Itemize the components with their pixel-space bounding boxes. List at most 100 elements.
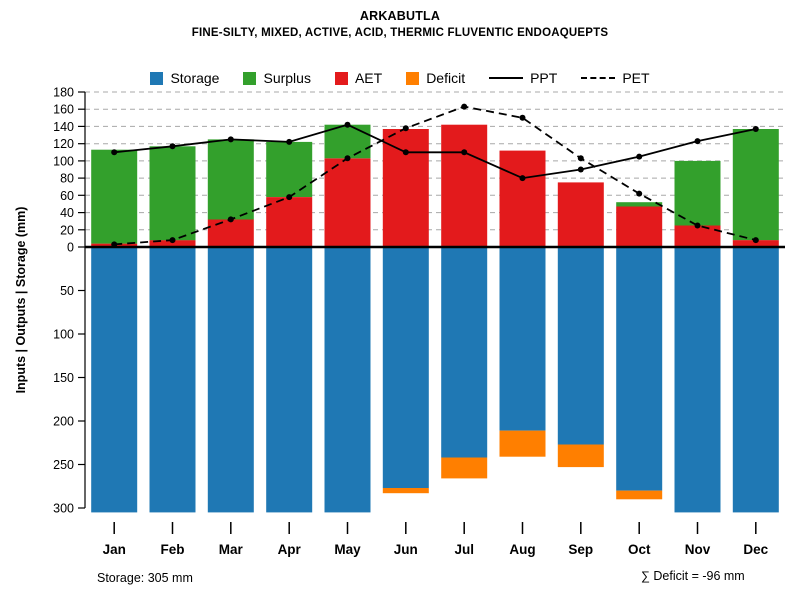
bar-surplus-feb <box>149 146 196 241</box>
y-tick-label-60: 60 <box>60 189 74 203</box>
pet-point-feb <box>169 237 176 244</box>
pet-point-jul <box>461 103 468 110</box>
y-tick-label-200: 200 <box>53 415 74 429</box>
pet-point-jan <box>111 241 118 248</box>
ppt-point-dec <box>752 126 759 132</box>
legend-item-pet: PET <box>581 70 650 86</box>
x-label-jun: Jun <box>394 542 418 557</box>
x-label-apr: Apr <box>278 542 302 557</box>
y-tick-label-250: 250 <box>53 458 74 472</box>
bar-deficit-jun <box>382 488 429 494</box>
y-tick-label-50: 50 <box>60 284 74 298</box>
x-label-dec: Dec <box>743 542 768 557</box>
pet-point-sep <box>577 155 584 162</box>
ppt-point-oct <box>636 153 643 160</box>
ppt-point-jul <box>461 149 468 156</box>
pet-point-may <box>344 155 351 162</box>
pet-point-nov <box>694 222 701 229</box>
y-tick-label-80: 80 <box>60 172 74 186</box>
bar-storage-jan <box>91 247 138 513</box>
y-tick-label-100: 100 <box>53 154 74 168</box>
x-label-mar: Mar <box>219 542 244 557</box>
bar-aet-apr <box>266 197 313 247</box>
ppt-point-feb <box>169 143 176 150</box>
bar-storage-nov <box>674 247 721 513</box>
x-label-may: May <box>334 542 361 557</box>
bar-deficit-aug <box>499 430 546 457</box>
legend-swatch-pet <box>581 77 616 79</box>
bar-storage-apr <box>266 247 313 513</box>
bar-deficit-oct <box>616 490 663 500</box>
pet-point-jun <box>402 125 409 132</box>
legend-label-surplus: Surplus <box>263 70 311 86</box>
legend-swatch-aet <box>334 71 348 85</box>
pet-point-aug <box>519 114 526 121</box>
bar-aet-feb <box>149 240 196 247</box>
ppt-point-nov <box>694 138 701 145</box>
legend-label-storage: Storage <box>170 70 220 86</box>
bar-aet-aug <box>499 150 546 247</box>
y-tick-label-140: 140 <box>53 120 74 134</box>
x-label-aug: Aug <box>509 542 535 557</box>
legend-item-surplus: Surplus <box>243 70 311 86</box>
legend-item-ppt: PPT <box>489 70 557 86</box>
legend-label-ppt: PPT <box>530 70 558 86</box>
bar-storage-jun <box>382 247 429 488</box>
ppt-point-may <box>344 121 351 128</box>
pet-point-dec <box>752 237 759 244</box>
bar-surplus-apr <box>266 141 313 197</box>
pet-point-mar <box>227 216 234 223</box>
bar-aet-may <box>324 158 371 247</box>
chart-legend: Storage Surplus AET Deficit PPT PET <box>0 70 800 86</box>
x-label-nov: Nov <box>685 542 711 557</box>
legend-swatch-deficit <box>406 71 420 85</box>
x-label-feb: Feb <box>160 542 184 557</box>
bar-storage-jul <box>441 247 488 458</box>
y-tick-label-180: 180 <box>53 86 74 100</box>
ppt-point-sep <box>577 166 584 173</box>
bar-aet-mar <box>207 219 254 247</box>
bar-surplus-nov <box>674 160 721 226</box>
bar-aet-dec <box>732 240 779 247</box>
bar-aet-nov <box>674 225 721 247</box>
ppt-point-jun <box>402 149 409 156</box>
chart-header: ARKABUTLA FINE-SILTY, MIXED, ACTIVE, ACI… <box>0 9 800 39</box>
x-label-sep: Sep <box>568 542 593 557</box>
x-label-oct: Oct <box>628 542 651 557</box>
legend-label-pet: PET <box>622 70 650 86</box>
bar-deficit-jul <box>441 457 488 479</box>
ppt-point-apr <box>286 138 293 145</box>
y-tick-label-120: 120 <box>53 137 74 151</box>
ppt-point-jan <box>111 149 118 156</box>
y-tick-label-20: 20 <box>60 223 74 237</box>
bar-surplus-oct <box>616 202 663 207</box>
bar-storage-aug <box>499 247 546 431</box>
pet-point-apr <box>286 194 293 201</box>
y-tick-label-160: 160 <box>53 103 74 117</box>
chart-subtitle: FINE-SILTY, MIXED, ACTIVE, ACID, THERMIC… <box>191 27 609 39</box>
chart-title: ARKABUTLA <box>359 9 441 23</box>
y-tick-label-100: 100 <box>53 328 74 342</box>
y-tick-label-0: 0 <box>67 241 74 255</box>
ppt-point-mar <box>227 136 234 143</box>
x-label-jan: Jan <box>103 542 126 557</box>
y-tick-label-40: 40 <box>60 206 74 220</box>
x-label-jul: Jul <box>454 542 474 557</box>
bar-storage-dec <box>732 247 779 513</box>
bar-aet-jun <box>382 129 429 247</box>
legend-label-aet: AET <box>354 70 383 86</box>
legend-item-aet: AET <box>334 70 383 86</box>
pet-point-oct <box>636 190 643 197</box>
legend-item-storage: Storage <box>150 70 219 86</box>
bar-surplus-mar <box>207 139 254 220</box>
bar-aet-oct <box>616 206 663 247</box>
bar-surplus-dec <box>732 129 779 241</box>
y-tick-label-300: 300 <box>53 502 74 516</box>
bar-storage-oct <box>616 247 663 491</box>
bar-storage-sep <box>557 247 604 445</box>
deficit-sum-note: ∑ Deficit = -96 mm <box>641 569 745 583</box>
ppt-line <box>114 123 756 180</box>
bar-aet-jul <box>441 124 488 247</box>
legend-item-deficit: Deficit <box>406 70 465 86</box>
